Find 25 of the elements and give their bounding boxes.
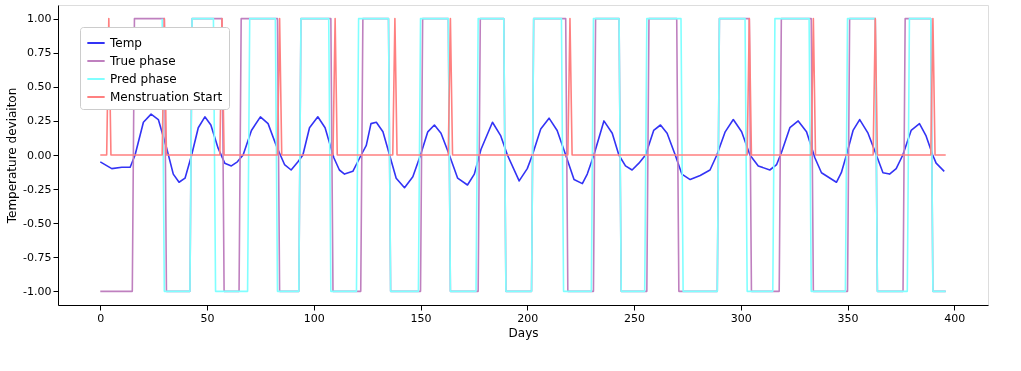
y-tick-label: -1.00 bbox=[23, 284, 52, 298]
x-tick-label: 200 bbox=[517, 311, 539, 325]
x-axis-title: Days bbox=[508, 325, 539, 340]
x-tick-label: 350 bbox=[837, 311, 859, 325]
y-axis-title: Temperature deviaiton bbox=[5, 87, 20, 225]
x-tick-label: 150 bbox=[410, 311, 432, 325]
y-tick-label: 1.00 bbox=[27, 12, 52, 26]
y-tick-label: 0.00 bbox=[27, 148, 52, 162]
legend-label: Menstruation Start bbox=[110, 90, 223, 104]
x-tick-label: 0 bbox=[97, 311, 105, 325]
y-tick-label: 0.50 bbox=[27, 80, 52, 94]
y-tick-label: -0.50 bbox=[23, 216, 52, 230]
x-tick-label: 300 bbox=[730, 311, 752, 325]
line-series bbox=[99, 113, 946, 189]
legend-label: Temp bbox=[109, 36, 142, 50]
x-tick-label: 250 bbox=[624, 311, 646, 325]
x-tick-label: 100 bbox=[303, 311, 325, 325]
legend-label: True phase bbox=[109, 54, 176, 68]
y-tick-label: -0.25 bbox=[23, 182, 52, 196]
y-tick-label: 0.25 bbox=[27, 114, 52, 128]
x-tick-label: 400 bbox=[944, 311, 966, 325]
y-tick-label: 0.75 bbox=[27, 46, 52, 60]
x-tick-label: 50 bbox=[200, 311, 215, 325]
legend-label: Pred phase bbox=[110, 72, 177, 86]
y-tick-label: -0.75 bbox=[23, 250, 52, 264]
